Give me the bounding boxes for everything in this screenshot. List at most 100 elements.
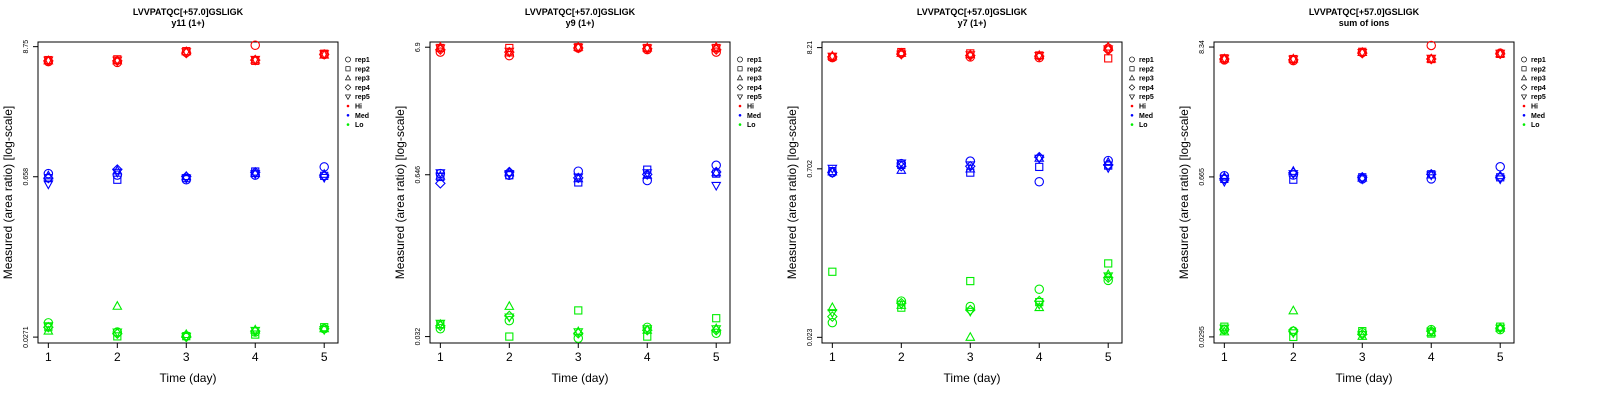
data-point-lo [828,267,837,276]
data-point-med [112,168,123,178]
legend-label: Lo [747,122,756,129]
plot-area [37,41,339,344]
legend-marker [1520,74,1528,81]
data-point-lo [827,309,838,319]
data-point-med [711,167,722,177]
data-point-lo [435,319,446,329]
x-tick-label: 3 [967,350,974,364]
data-point-lo [712,314,721,323]
y-axis-label: Measured (area ratio) [log-scale] [785,106,799,279]
legend-label: Lo [355,122,364,129]
legend-marker [738,114,742,117]
legend-marker [1522,104,1526,108]
x-tick-label: 1 [829,350,836,364]
data-point-hi [711,44,722,54]
legend-marker [1128,94,1136,101]
data-point-med [1103,156,1114,166]
legend-label: rep2 [355,66,370,73]
data-point-lo [505,332,514,341]
legend-label: Hi [355,104,362,111]
data-point-hi [1034,51,1045,62]
legend-label: rep2 [1139,66,1154,73]
legend-marker [736,74,744,81]
chart-title: LVVPATQC[+57.0]GSLIGK [133,7,244,17]
data-point-lo [1426,324,1436,335]
data-point-lo [642,325,653,335]
data-point-hi [435,47,446,57]
data-point-lo [113,332,122,341]
legend-marker [346,123,350,126]
data-point-hi [112,56,123,66]
y-tick-label: 0.658 [23,168,30,186]
legend-label: Hi [1531,104,1538,111]
legend-marker [1130,123,1134,126]
legend-marker [1520,84,1528,91]
data-point-hi [711,47,721,57]
data-point-hi [1426,40,1436,51]
data-point-med [1218,173,1230,185]
data-point-med [573,166,584,176]
data-point-lo [826,311,838,323]
legend: rep1 rep2 rep3 rep4 rep5 Hi Med Lo [1128,56,1154,129]
data-point-hi [965,49,976,59]
legend-marker [1522,123,1526,126]
legend-marker [1130,104,1134,108]
legend-marker [736,94,744,101]
legend-label: rep3 [1531,76,1546,83]
data-point-med [43,168,54,179]
data-point-hi [827,50,838,60]
legend-marker [1520,94,1528,101]
legend-label: rep3 [1139,76,1154,83]
legend-label: rep1 [747,57,762,64]
data-point-lo [896,300,907,310]
x-tick-label: 4 [644,350,651,364]
data-point-lo [435,324,446,334]
data-point-hi [1426,54,1437,65]
legend-label: Lo [1139,122,1148,129]
data-point-lo [43,322,54,332]
data-point-med [434,178,446,189]
data-point-hi [573,43,584,53]
legend-marker [737,66,743,72]
legend-label: Hi [1139,104,1146,111]
data-point-lo [1426,327,1437,337]
data-point-med [1426,174,1436,184]
data-point-lo [1288,329,1299,339]
data-point-lo [642,322,652,333]
legend-label: Med [355,113,369,120]
legend-marker [1130,114,1134,117]
data-point-lo [1034,300,1045,310]
y-axis-label: Measured (area ratio) [log-scale] [1,106,15,279]
data-point-hi [642,42,653,52]
data-point-lo [1103,275,1113,286]
legend-label: rep3 [355,76,370,83]
x-tick-label: 3 [1359,350,1366,364]
data-point-lo [711,325,722,335]
y-tick-label: 0.023 [807,328,814,346]
data-point-lo [711,328,721,339]
data-point-med [1289,175,1298,184]
x-tick-label: 3 [575,350,582,364]
data-point-med [573,173,584,183]
legend-label: rep2 [1531,66,1546,73]
chart-subtitle: y9 (1+) [566,18,595,28]
legend-label: Med [1531,113,1545,120]
legend-marker [346,114,350,117]
legend-marker [1128,74,1136,81]
data-point-med [896,159,907,169]
legend: rep1 rep2 rep3 rep4 rep5 Hi Med Lo [1520,56,1546,129]
data-point-med [250,170,261,180]
legend-label: rep4 [1531,85,1546,92]
data-point-med [111,164,123,175]
data-point-med [642,169,653,179]
data-point-med [181,174,192,184]
legend-marker [738,104,742,108]
chart-subtitle: y7 (1+) [958,18,987,28]
data-point-hi [1219,54,1230,65]
data-point-hi [965,51,976,61]
data-point-med [1034,154,1045,165]
data-point-hi [250,55,261,66]
data-point-lo [827,317,838,328]
data-point-hi [896,47,907,57]
legend-marker [345,56,351,63]
